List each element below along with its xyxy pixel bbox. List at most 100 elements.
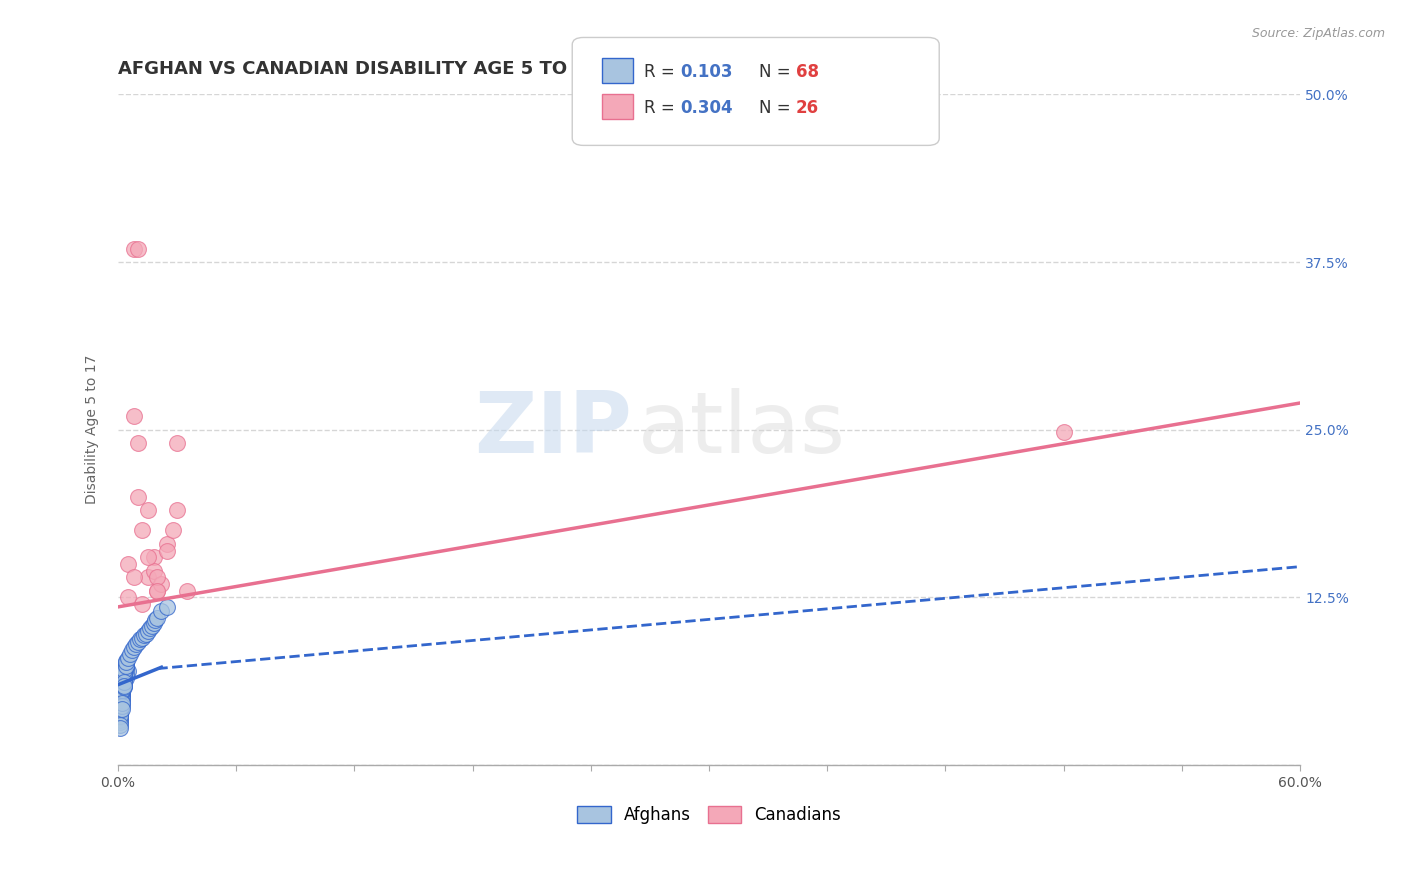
Point — [117, 665, 139, 679]
Point — [111, 687, 134, 701]
Text: ZIP: ZIP — [474, 388, 633, 471]
Point — [145, 613, 167, 627]
Text: Source: ZipAtlas.com: Source: ZipAtlas.com — [1251, 27, 1385, 40]
Point — [156, 599, 179, 614]
Point — [108, 708, 131, 723]
Point — [122, 570, 145, 584]
Point — [166, 436, 188, 450]
Point — [111, 699, 134, 714]
Point — [111, 686, 134, 700]
Point — [118, 647, 141, 661]
Text: atlas: atlas — [638, 388, 846, 471]
Point — [112, 678, 135, 692]
Point — [135, 626, 157, 640]
Point — [112, 673, 135, 687]
Point — [108, 698, 131, 712]
Text: 0.103: 0.103 — [681, 63, 733, 81]
Point — [166, 503, 188, 517]
Point — [115, 660, 138, 674]
Point — [115, 659, 138, 673]
Point — [112, 675, 135, 690]
Point — [111, 679, 134, 693]
Text: 68: 68 — [796, 63, 818, 81]
Point — [108, 707, 131, 722]
Point — [111, 684, 134, 698]
Point — [146, 570, 169, 584]
Point — [156, 537, 179, 551]
Point — [132, 628, 155, 642]
Point — [111, 684, 134, 698]
Point — [108, 700, 131, 714]
Point — [108, 721, 131, 735]
Point — [142, 550, 165, 565]
Point — [127, 490, 149, 504]
Point — [108, 691, 131, 706]
Point — [131, 597, 153, 611]
Point — [111, 692, 134, 706]
Point — [111, 691, 134, 706]
Point — [128, 632, 150, 646]
Point — [150, 577, 173, 591]
Point — [115, 655, 138, 669]
Point — [111, 695, 134, 709]
Text: 0.304: 0.304 — [681, 99, 733, 117]
Point — [108, 703, 131, 717]
Point — [176, 583, 198, 598]
Point — [112, 670, 135, 684]
Point — [136, 550, 159, 565]
Point — [115, 657, 138, 672]
Point — [125, 637, 148, 651]
Point — [162, 524, 184, 538]
Y-axis label: Disability Age 5 to 17: Disability Age 5 to 17 — [86, 355, 100, 505]
Point — [146, 583, 169, 598]
Point — [112, 678, 135, 692]
Point — [111, 697, 134, 711]
Point — [146, 583, 169, 598]
Point — [112, 665, 135, 680]
Point — [117, 557, 139, 571]
Point — [108, 718, 131, 732]
Point — [138, 621, 160, 635]
Text: N =: N = — [759, 99, 796, 117]
Point — [127, 634, 149, 648]
Point — [112, 668, 135, 682]
Point — [108, 715, 131, 730]
Point — [115, 654, 138, 668]
Point — [111, 681, 134, 696]
Point — [111, 702, 134, 716]
Point — [115, 662, 138, 676]
Point — [112, 681, 135, 695]
Point — [127, 436, 149, 450]
Point — [108, 694, 131, 708]
Point — [112, 676, 135, 690]
Text: R =: R = — [644, 99, 681, 117]
Point — [111, 681, 134, 695]
Point — [146, 610, 169, 624]
Point — [117, 591, 139, 605]
Text: R =: R = — [644, 63, 681, 81]
Point — [117, 651, 139, 665]
Point — [111, 689, 134, 703]
Point — [112, 675, 135, 690]
Text: AFGHAN VS CANADIAN DISABILITY AGE 5 TO 17 CORRELATION CHART: AFGHAN VS CANADIAN DISABILITY AGE 5 TO 1… — [118, 60, 820, 78]
Point — [156, 543, 179, 558]
Point — [131, 631, 153, 645]
Point — [142, 564, 165, 578]
Point — [121, 642, 143, 657]
Point — [112, 673, 135, 688]
Point — [122, 242, 145, 256]
Point — [112, 679, 135, 693]
Point — [108, 710, 131, 724]
Point — [142, 615, 165, 630]
Point — [115, 667, 138, 681]
Point — [108, 713, 131, 727]
Point — [1053, 425, 1076, 440]
Point — [112, 663, 135, 677]
Point — [115, 671, 138, 685]
Point — [150, 604, 173, 618]
Text: 26: 26 — [796, 99, 818, 117]
Point — [136, 624, 159, 638]
Legend: Afghans, Canadians: Afghans, Canadians — [571, 799, 848, 830]
Point — [127, 242, 149, 256]
Point — [122, 409, 145, 424]
